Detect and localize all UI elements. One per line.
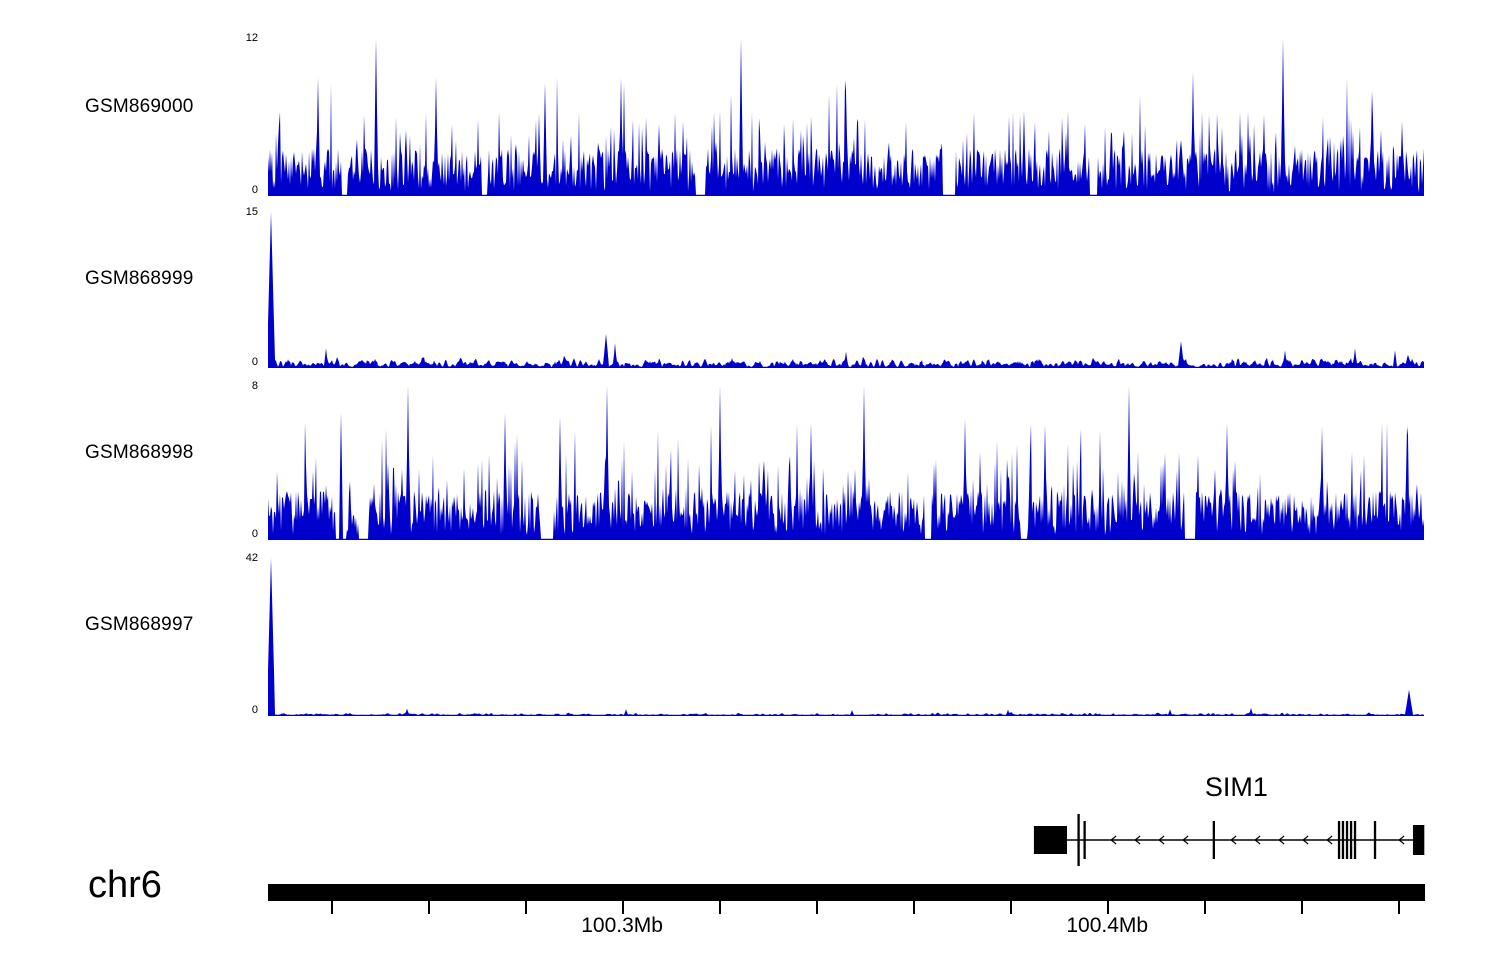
gene-exon-box (1412, 825, 1425, 855)
strand-arrow-icon (1254, 835, 1261, 845)
strand-arrow-icon (1278, 835, 1285, 845)
y-zero-label: 0 (251, 528, 258, 540)
signal-area (268, 558, 1424, 716)
y-zero-label: 0 (251, 704, 258, 716)
track-label-gsm868997: GSM868997 (85, 614, 194, 635)
axis-tick-label: 100.4Mb (1066, 914, 1149, 937)
axis-tick (428, 901, 431, 914)
gene-exon-tick (1337, 821, 1341, 859)
gene-exon-tick (1353, 821, 1357, 859)
axis-tick (1107, 901, 1110, 914)
chromosome-bar (268, 884, 1425, 901)
strand-arrow-icon (1134, 835, 1141, 845)
strand-arrow-icon (1398, 835, 1405, 845)
signal-area (268, 212, 1424, 368)
y-zero-label: 0 (251, 184, 258, 196)
track-label-gsm868999: GSM868999 (85, 268, 194, 289)
axis-tick-label: 100.3Mb (581, 914, 663, 937)
strand-arrow-icon (1158, 835, 1165, 845)
signal-area (268, 38, 1424, 196)
strand-arrow-icon (1182, 835, 1189, 845)
axis-tick (1398, 901, 1401, 914)
y-max-label: 12 (245, 32, 258, 44)
y-zero-label: 0 (251, 356, 258, 368)
gene-exon-box (1033, 826, 1068, 854)
y-max-label: 42 (245, 552, 258, 564)
y-max-label: 8 (251, 380, 258, 392)
strand-arrow-icon (1302, 835, 1309, 845)
y-max-label: 15 (245, 206, 258, 218)
signal-plot-gsm869000 (268, 38, 1424, 196)
track-label-gsm868998: GSM868998 (85, 442, 194, 463)
strand-arrow-icon (1110, 835, 1117, 845)
signal-plot-gsm868999 (268, 212, 1424, 368)
signal-plot-gsm868997 (268, 558, 1424, 716)
gene-exon-tick (1373, 821, 1377, 859)
axis-tick (1301, 901, 1304, 914)
gene-model-track (1033, 814, 1425, 866)
gene-name-label: SIM1 (1204, 772, 1268, 802)
gene-exon-tick (1349, 821, 1353, 859)
axis-tick (622, 901, 625, 914)
axis-tick (1010, 901, 1013, 914)
track-label-gsm869000: GSM869000 (85, 96, 194, 117)
axis-tick (719, 901, 722, 914)
chromosome-name-label: chr6 (88, 864, 162, 906)
gene-exon-tick (1077, 814, 1080, 866)
gene-exon-tick (1083, 821, 1086, 859)
strand-arrow-icon (1230, 835, 1237, 845)
axis-tick (913, 901, 916, 914)
signal-area (268, 386, 1424, 540)
signal-plot-gsm868998 (268, 386, 1424, 540)
gene-exon-tick (1341, 821, 1345, 859)
axis-tick (525, 901, 528, 914)
axis-tick (1204, 901, 1207, 914)
strand-arrow-icon (1326, 835, 1333, 845)
gene-exon-tick (1345, 821, 1349, 859)
gene-exon-tick (1212, 821, 1216, 859)
axis-tick (816, 901, 819, 914)
axis-tick (331, 901, 334, 914)
